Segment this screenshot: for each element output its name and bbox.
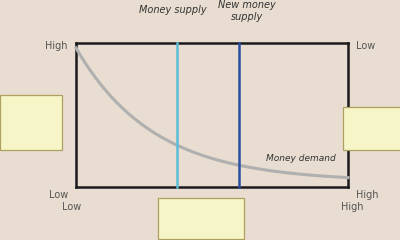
- Text: Money demand: Money demand: [266, 154, 336, 163]
- FancyBboxPatch shape: [343, 107, 400, 150]
- Text: Low: Low: [356, 41, 375, 51]
- FancyBboxPatch shape: [158, 198, 244, 239]
- Text: New money
supply: New money supply: [218, 0, 276, 22]
- Text: Price level: Price level: [347, 123, 397, 133]
- Text: Low: Low: [49, 190, 68, 200]
- Text: Money supply: Money supply: [139, 5, 206, 15]
- FancyBboxPatch shape: [0, 95, 62, 150]
- Text: Low: Low: [62, 202, 82, 212]
- Text: Value of
money: Value of money: [11, 112, 51, 133]
- Text: Quantity of
money: Quantity of money: [174, 208, 228, 229]
- Text: High: High: [46, 41, 68, 51]
- Text: High: High: [341, 202, 363, 212]
- Text: High: High: [356, 190, 378, 200]
